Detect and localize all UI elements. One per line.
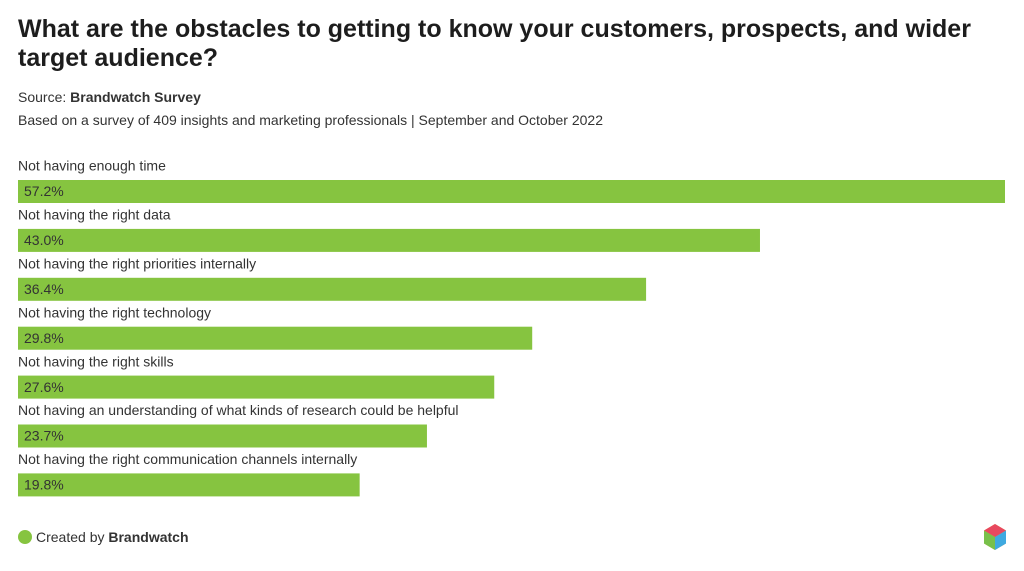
logo xyxy=(984,524,1006,550)
bar xyxy=(18,375,495,399)
footer: Created by Brandwatch xyxy=(36,529,189,545)
source-label: Source: xyxy=(18,89,67,105)
bar xyxy=(18,326,533,350)
category-label: Not having the right priorities internal… xyxy=(18,256,256,272)
value-label: 23.7% xyxy=(24,428,64,444)
bar xyxy=(18,180,1005,203)
value-label: 43.0% xyxy=(24,232,64,248)
bar xyxy=(18,228,760,252)
value-label: 57.2% xyxy=(24,183,64,199)
value-label: 36.4% xyxy=(24,281,64,297)
footer-label: Created by xyxy=(36,529,105,545)
value-label: 29.8% xyxy=(24,330,64,346)
category-label: Not having the right data xyxy=(18,207,171,223)
chart-title: What are the obstacles to getting to kno… xyxy=(18,15,971,72)
footer-brand: Brandwatch xyxy=(108,529,189,545)
subtitle: Based on a survey of 409 insights and ma… xyxy=(18,112,603,128)
category-label: Not having the right technology xyxy=(18,304,211,320)
footer-dot xyxy=(18,530,32,544)
category-label: Not having enough time xyxy=(18,158,166,174)
bar xyxy=(18,473,360,497)
source-line: Source: Brandwatch Survey xyxy=(18,89,201,105)
category-label: Not having the right skills xyxy=(18,353,174,369)
value-label: 19.8% xyxy=(24,477,64,493)
source: Brandwatch Survey xyxy=(70,89,201,105)
category-label: Not having an understanding of what kind… xyxy=(18,402,459,418)
bar xyxy=(18,277,647,301)
category-label: Not having the right communication chann… xyxy=(18,451,357,467)
bar xyxy=(18,424,427,448)
value-label: 27.6% xyxy=(24,379,64,395)
